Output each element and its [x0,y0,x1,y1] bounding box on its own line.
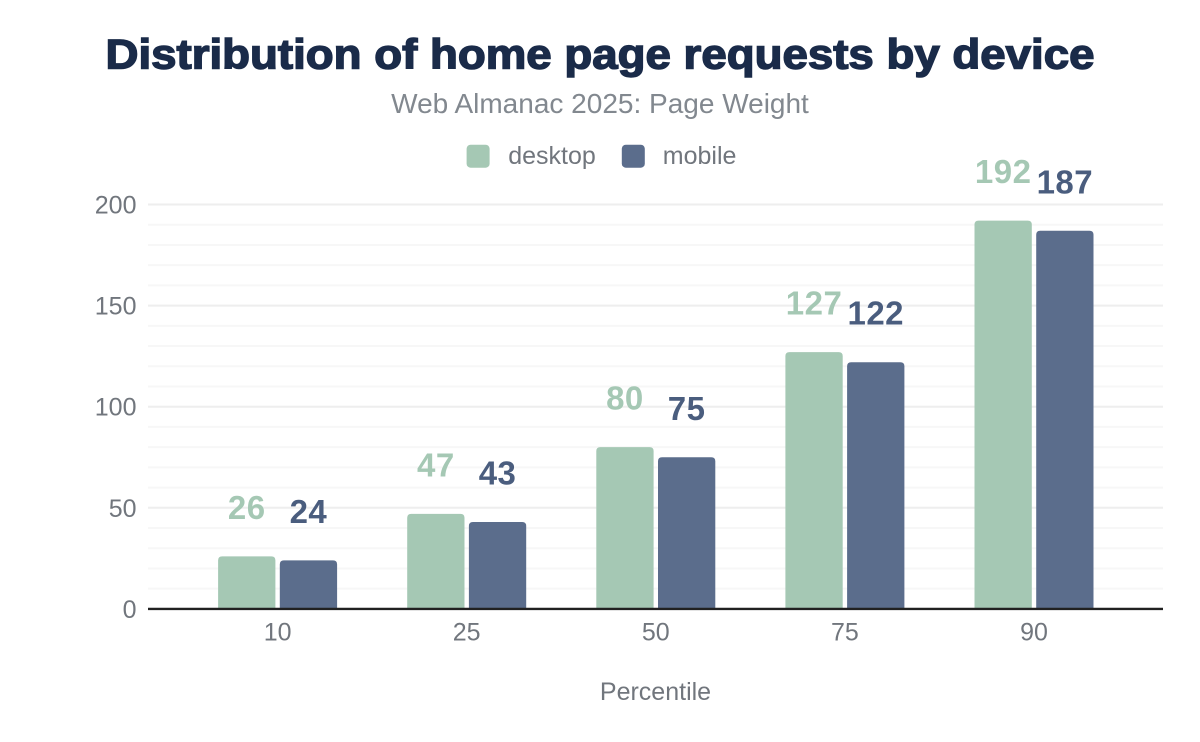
svg-text:mobile: mobile [663,142,737,170]
svg-text:122: 122 [847,295,904,332]
svg-text:150: 150 [95,293,137,321]
svg-text:Percentile: Percentile [600,678,711,706]
svg-text:47: 47 [417,446,455,483]
svg-text:Distribution of home page requ: Distribution of home page requests by de… [106,31,1095,78]
svg-text:0: 0 [123,596,137,624]
svg-text:75: 75 [668,390,706,427]
svg-text:50: 50 [109,495,137,523]
svg-text:187: 187 [1037,163,1094,200]
svg-text:127: 127 [786,285,843,322]
svg-text:25: 25 [453,619,481,647]
svg-text:50: 50 [642,619,670,647]
svg-text:desktop: desktop [508,142,596,170]
svg-text:192: 192 [975,153,1032,190]
svg-text:24: 24 [290,493,328,530]
svg-text:26: 26 [228,489,266,526]
svg-text:Web Almanac 2025: Page Weight: Web Almanac 2025: Page Weight [391,88,809,119]
svg-text:80: 80 [606,380,644,417]
svg-text:100: 100 [95,394,137,422]
svg-text:200: 200 [95,192,137,220]
svg-text:43: 43 [479,454,517,491]
svg-text:75: 75 [831,619,859,647]
svg-text:90: 90 [1020,619,1048,647]
svg-text:10: 10 [264,619,292,647]
